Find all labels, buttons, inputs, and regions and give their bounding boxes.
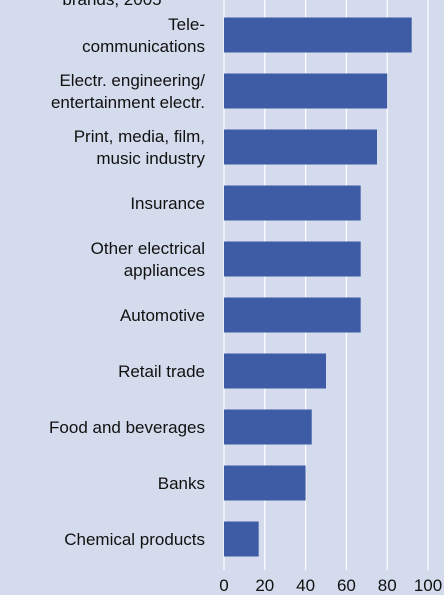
category-label: Automotive xyxy=(120,306,205,325)
bar xyxy=(224,465,306,501)
bars xyxy=(224,17,412,557)
category-label: Banks xyxy=(158,474,205,493)
bar xyxy=(224,297,361,333)
bar xyxy=(224,521,259,557)
bar xyxy=(224,185,361,221)
category-label: Other electrical appliances xyxy=(91,239,205,280)
bar xyxy=(224,353,326,389)
x-tick-label: 80 xyxy=(378,576,397,595)
category-label: Retail trade xyxy=(118,362,205,381)
x-tick-label: 20 xyxy=(255,576,274,595)
bar xyxy=(224,73,388,109)
x-tick-label: 100 xyxy=(414,576,442,595)
category-label: Tele-communications xyxy=(82,15,205,56)
bar xyxy=(224,409,312,445)
x-tick-label: 60 xyxy=(337,576,356,595)
chart-title-partial: brands, 2005 xyxy=(62,0,161,9)
category-label: Print, media, film, music industry xyxy=(74,127,206,168)
bar xyxy=(224,17,412,53)
bar xyxy=(224,129,377,165)
x-axis-ticks: 0 20 40 60 80 100 xyxy=(219,576,442,595)
category-labels: Tele-communications Electr. engineering/e… xyxy=(49,15,205,549)
x-tick-label: 40 xyxy=(296,576,315,595)
category-label: Food and beverages xyxy=(49,418,205,437)
x-tick-label: 0 xyxy=(219,576,228,595)
bar xyxy=(224,241,361,277)
category-label: Insurance xyxy=(130,194,205,213)
category-label: Electr. engineering/entertainment electr… xyxy=(51,71,205,112)
category-label: Chemical products xyxy=(64,530,205,549)
